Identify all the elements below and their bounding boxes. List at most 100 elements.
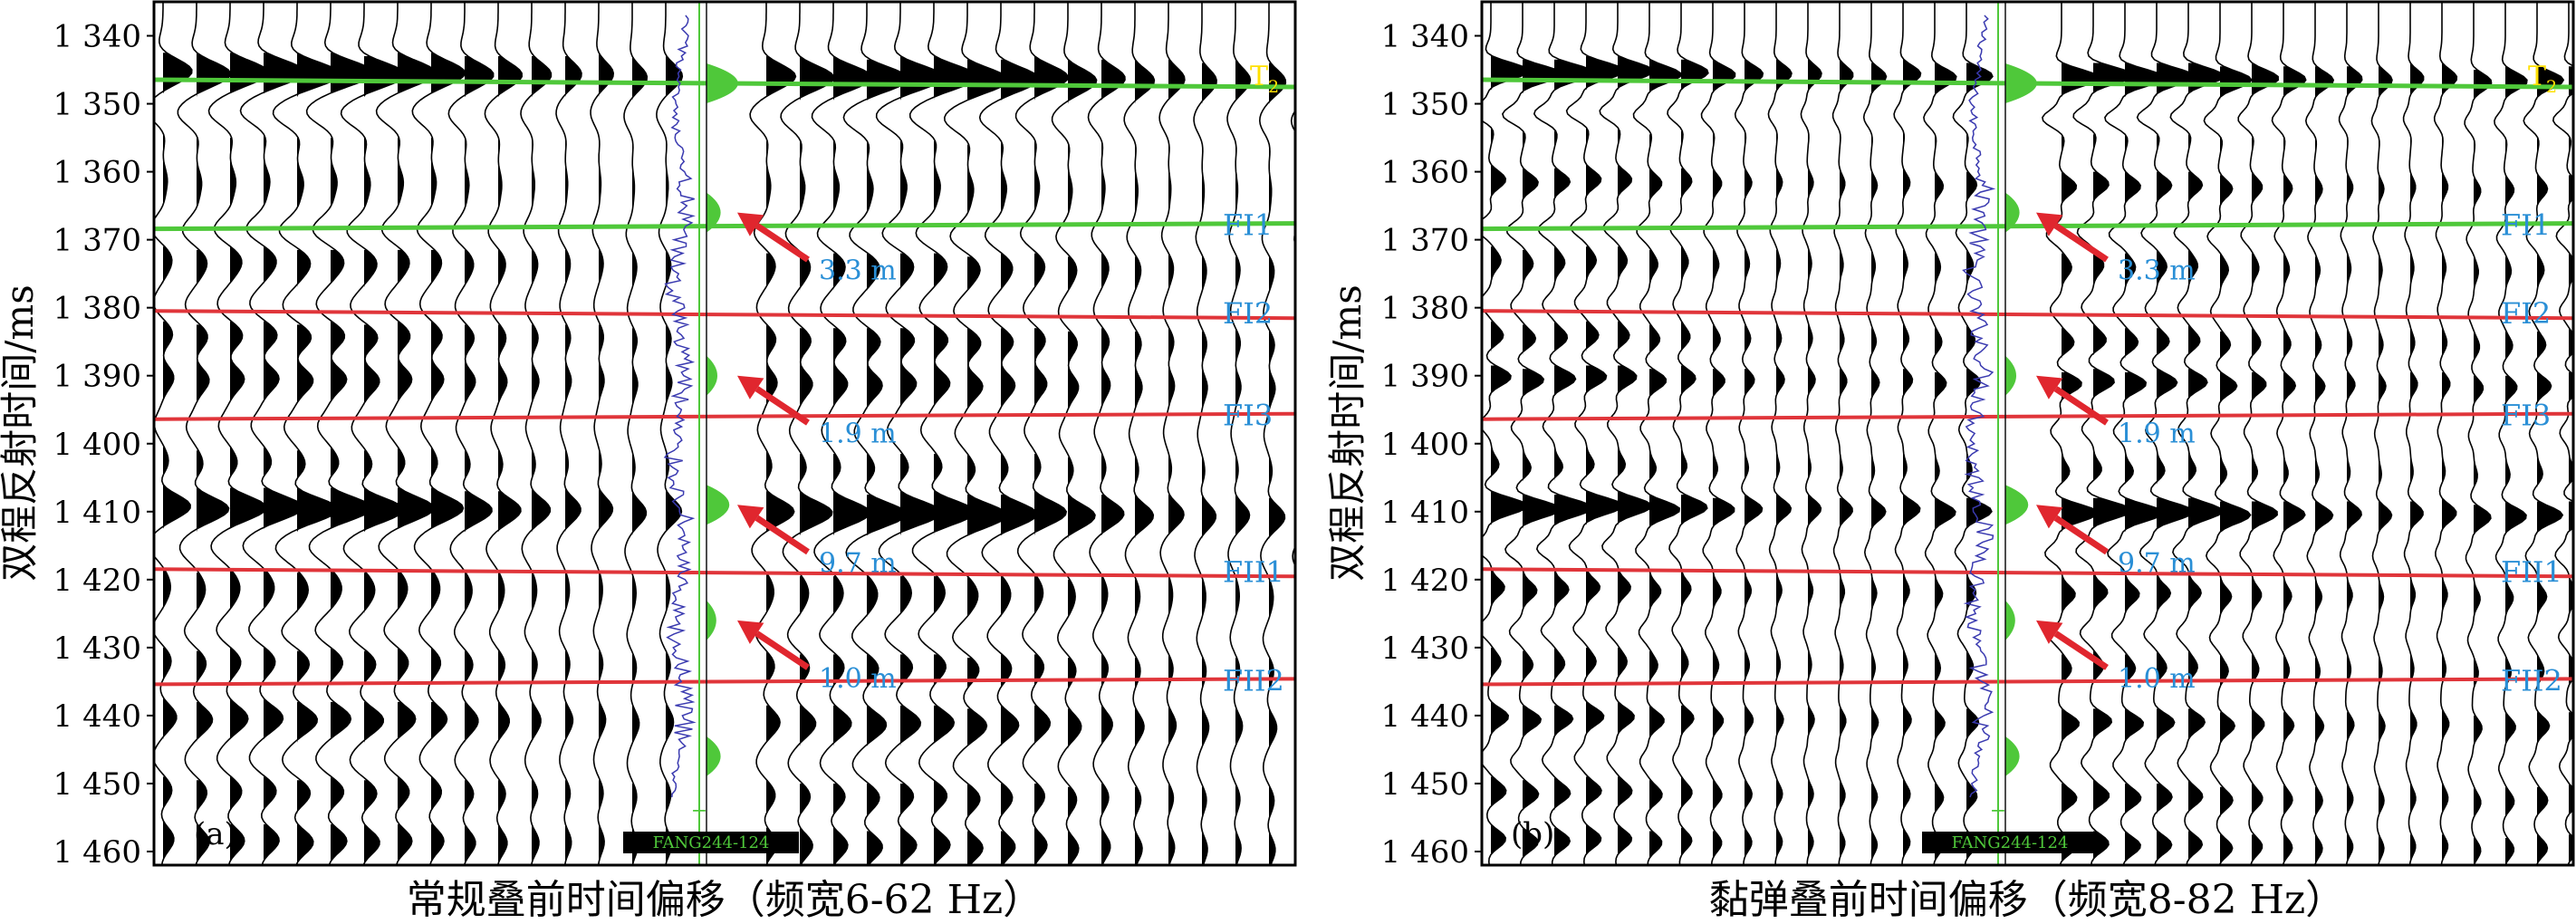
y-tick-label: 1 360 xyxy=(1381,155,1469,191)
y-tick-label: 1 420 xyxy=(1381,563,1469,599)
trace-wiggle xyxy=(177,2,232,865)
trace-wiggle xyxy=(623,2,649,865)
horizon-label-fi2: FI2 xyxy=(2501,296,2551,331)
trace-wiggle xyxy=(2552,2,2573,865)
y-tick-label: 1 450 xyxy=(53,766,141,803)
y-tick-label: 1 390 xyxy=(1381,359,1469,395)
trace-wiggle xyxy=(1158,2,1186,865)
trace-wiggle xyxy=(2523,2,2565,865)
trace-wiggle xyxy=(447,2,495,865)
y-tick-label: 1 410 xyxy=(53,495,141,531)
thickness-arrow-head xyxy=(2036,505,2063,529)
y-tick-label: 1 420 xyxy=(53,563,141,599)
trace-wiggle xyxy=(1831,2,1854,865)
y-tick-label: 1 450 xyxy=(1381,766,1469,803)
well-log-curve xyxy=(1962,14,1996,798)
trace-wiggle xyxy=(1123,2,1156,865)
trace-wiggle xyxy=(780,2,835,865)
y-tick-label: 1 370 xyxy=(53,223,141,259)
trace-wiggle xyxy=(2338,2,2363,865)
horizon-line-fi2 xyxy=(154,309,1295,321)
y-tick-label: 1 340 xyxy=(53,19,141,55)
synthetic-lobe xyxy=(2005,355,2016,396)
panel-b-frame xyxy=(1480,0,2575,867)
horizon-line-fi1 xyxy=(154,221,1295,232)
thickness-label: 1.0 m xyxy=(2118,663,2196,695)
y-tick-label: 1 440 xyxy=(53,698,141,735)
trace-fill xyxy=(398,53,437,865)
horizon-label-fi2: FI2 xyxy=(1223,296,1273,331)
horizon-line-fi3 xyxy=(154,411,1295,421)
well-label-box xyxy=(1922,832,2098,853)
trace-fill xyxy=(431,53,466,865)
y-tick-label: 1 380 xyxy=(1381,291,1469,327)
thickness-label: 1.9 m xyxy=(2118,419,2196,450)
synthetic-lobe xyxy=(2005,63,2037,104)
synthetic-lobe xyxy=(706,63,738,104)
horizon-line-fii2 xyxy=(154,677,1295,687)
synthetic-lobe xyxy=(2005,485,2029,525)
synthetic-lobe xyxy=(706,485,730,525)
trace-wiggle xyxy=(555,2,582,865)
y-axis-ticks-right: 1 340 1 350 1 360 1 370 1 380 1 390 1 400 1 410… xyxy=(1381,19,1482,871)
trace-wiggle xyxy=(2042,2,2100,865)
panel-a-label: (a) xyxy=(194,816,236,852)
trace-wiggle xyxy=(1767,2,1793,865)
panel-a-traces xyxy=(154,2,1295,865)
well-label-box xyxy=(623,832,799,853)
thickness-arrow-shaft xyxy=(2053,630,2109,670)
trace-wiggle xyxy=(2237,2,2280,865)
thickness-arrow-head xyxy=(737,505,764,529)
trace-wiggle xyxy=(154,2,193,865)
horizon-label-fi1: FI1 xyxy=(2501,208,2551,243)
well-label: FANG244-124 xyxy=(653,833,770,852)
horizon-line-fi1 xyxy=(1482,221,2573,232)
thickness-arrow-head xyxy=(737,212,764,236)
panel-a-well: FANG244-124 + xyxy=(623,2,799,865)
thickness-arrow-shaft xyxy=(755,630,810,670)
trace-wiggle xyxy=(908,2,978,865)
trace-wiggle xyxy=(1502,2,1563,865)
trace-wiggle xyxy=(1952,2,1994,865)
horizon-label-fii2: FII2 xyxy=(2501,663,2562,698)
trace-wiggle xyxy=(1226,2,1252,865)
thickness-label: 1.0 m xyxy=(819,663,897,695)
trace-wiggle xyxy=(2402,2,2425,865)
trace-wiggle xyxy=(1734,2,1764,865)
trace-wiggle xyxy=(1667,2,1709,865)
y-tick-label: 1 370 xyxy=(1381,223,1469,259)
trace-wiggle xyxy=(811,2,873,865)
synthetic-lobe xyxy=(2005,736,2020,776)
synthetic-lobe xyxy=(706,600,716,640)
trace-wiggle xyxy=(1014,2,1070,865)
trace-wiggle xyxy=(2304,2,2335,865)
synthetic-lobe xyxy=(706,355,717,396)
thickness-label: 1.9 m xyxy=(819,419,897,450)
trace-wiggle xyxy=(2104,2,2166,865)
trace-wiggle xyxy=(1565,2,1626,865)
thickness-arrow-shaft xyxy=(755,386,810,426)
thickness-label: 3.3 m xyxy=(819,255,897,287)
thickness-arrow-shaft xyxy=(2053,386,2109,426)
trace-wiggle xyxy=(1533,2,1596,865)
synthetic-lobe xyxy=(2005,600,2015,640)
y-tick-label: 1 400 xyxy=(1381,427,1469,463)
horizon-label-fi1: FI1 xyxy=(1223,208,1273,243)
thickness-label: 9.7 m xyxy=(819,547,897,579)
well-label: FANG244-124 xyxy=(1952,833,2069,852)
panel-b-traces xyxy=(1482,2,2573,865)
panel-a-caption: 常规叠前时间偏移（频宽6-62 Hz） xyxy=(407,877,1043,923)
trace-wiggle xyxy=(842,2,909,865)
trace-wiggle xyxy=(1632,2,1682,865)
thickness-arrow-shaft xyxy=(755,515,810,555)
thickness-label: 9.7 m xyxy=(2118,547,2196,579)
panel-b-well: FANG244-124 + xyxy=(1922,2,2098,865)
well-log-curve xyxy=(663,14,697,798)
trace-wiggle xyxy=(340,2,407,865)
y-tick-label: 1 380 xyxy=(53,291,141,327)
y-axis-label-right: 双程反射时间/ms xyxy=(1325,284,1370,582)
trace-wiggle xyxy=(1051,2,1098,865)
y-tick-label: 1 360 xyxy=(53,155,141,191)
